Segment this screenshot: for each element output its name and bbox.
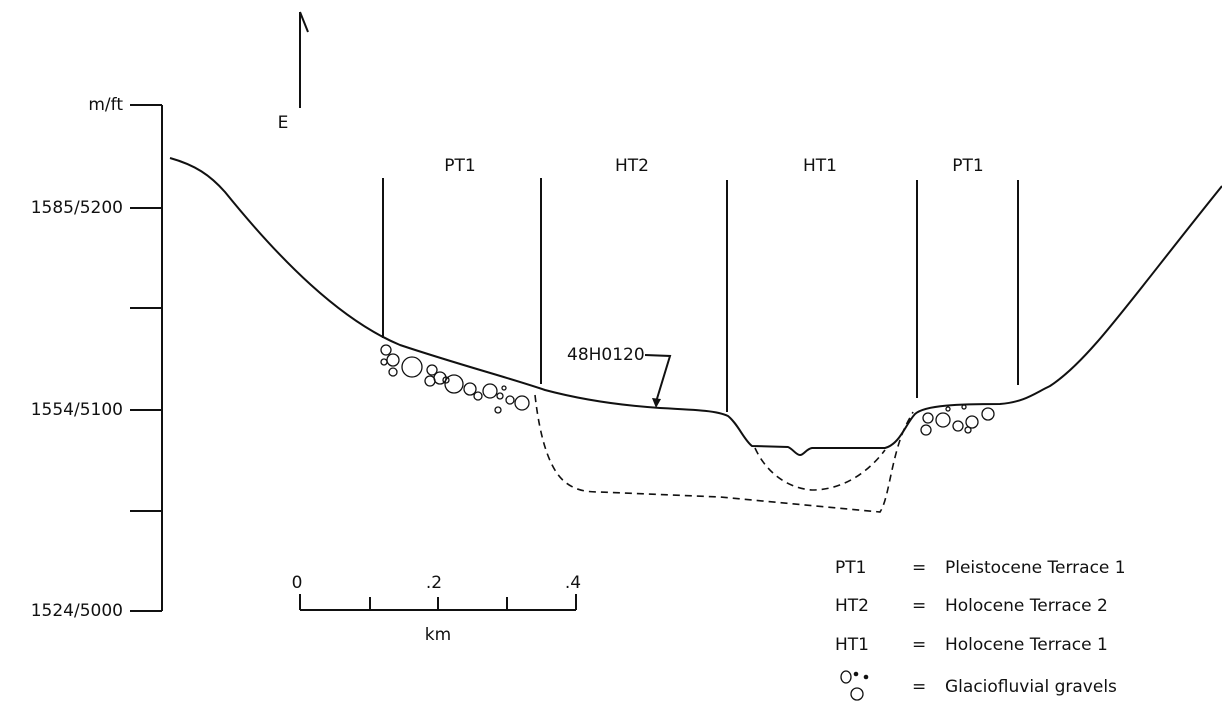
legend-symbol: PT1 bbox=[835, 558, 866, 578]
legend-sep: = bbox=[912, 558, 926, 578]
terrace-label: PT1 bbox=[952, 156, 983, 176]
legend: PT1 = Pleistocene Terrace 1 HT2 = Holoce… bbox=[835, 558, 1126, 700]
axis-label: 1524/5000 bbox=[31, 601, 123, 621]
axis-label: 1554/5100 bbox=[31, 400, 123, 420]
scale-label: 0 bbox=[292, 573, 303, 593]
legend-symbol: HT1 bbox=[835, 635, 869, 655]
site-label: 48H0120 bbox=[567, 345, 645, 365]
legend-sep: = bbox=[912, 596, 926, 616]
terrace-label: HT2 bbox=[615, 156, 649, 176]
legend-text: Holocene Terrace 1 bbox=[945, 635, 1108, 655]
legend-text: Holocene Terrace 2 bbox=[945, 596, 1108, 616]
ground-profile bbox=[170, 158, 1222, 455]
scale-bar bbox=[300, 594, 576, 610]
legend-sep: = bbox=[912, 677, 926, 697]
scale-label: .2 bbox=[426, 573, 442, 593]
legend-symbol: HT2 bbox=[835, 596, 869, 616]
cross-section: E m/ft 1585/5200 1554/5100 1524/5000 PT1… bbox=[0, 0, 1222, 706]
site-leader bbox=[645, 355, 670, 402]
legend-sep: = bbox=[912, 635, 926, 655]
direction-arrow bbox=[300, 12, 308, 108]
elevation-axis bbox=[130, 105, 162, 611]
axis-label: 1585/5200 bbox=[31, 198, 123, 218]
site-arrowhead bbox=[652, 398, 661, 408]
scale-unit: km bbox=[425, 625, 451, 645]
legend-text: Pleistocene Terrace 1 bbox=[945, 558, 1126, 578]
legend-text: Glaciofluvial gravels bbox=[945, 677, 1117, 697]
direction-label: E bbox=[278, 113, 289, 133]
gravels bbox=[381, 345, 994, 435]
gravel-symbol bbox=[841, 671, 868, 700]
terrace-label: HT1 bbox=[803, 156, 837, 176]
fill-boundary bbox=[535, 395, 913, 512]
channel-fill bbox=[755, 448, 885, 490]
scale-label: .4 bbox=[565, 573, 581, 593]
terrace-dividers bbox=[383, 178, 1018, 412]
terrace-label: PT1 bbox=[444, 156, 475, 176]
axis-unit: m/ft bbox=[88, 95, 123, 115]
